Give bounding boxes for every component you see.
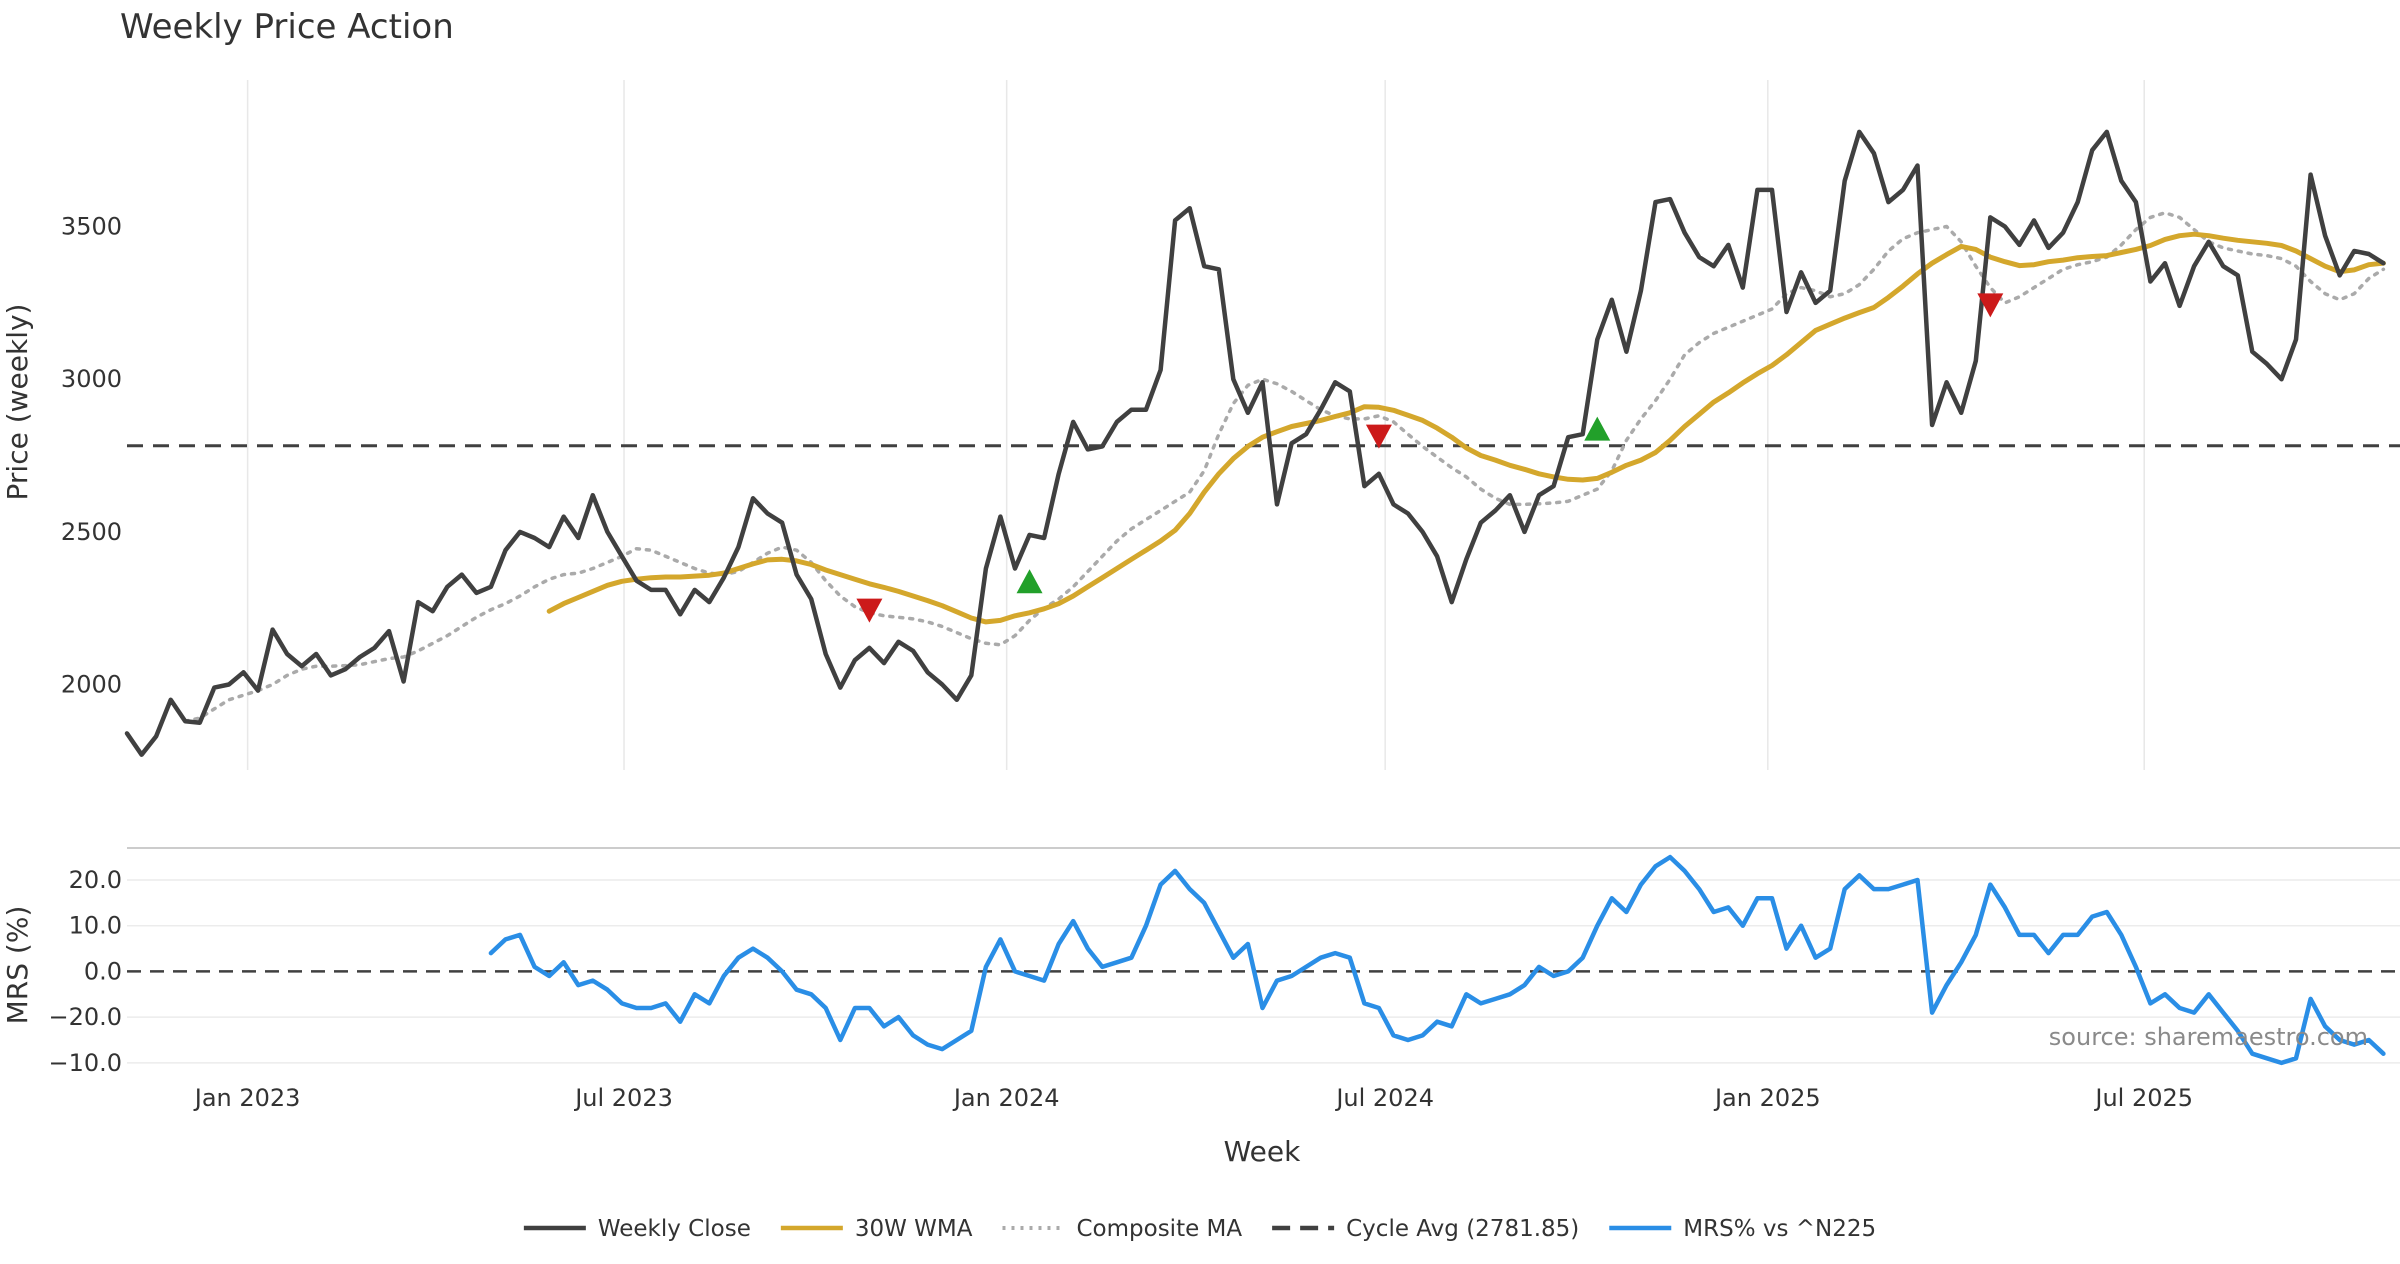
mrs-y-axis-label: MRS (%) xyxy=(1,906,34,1025)
buy-signal-marker-1 xyxy=(1016,569,1043,594)
legend-item-weekly-close: Weekly Close xyxy=(523,1216,751,1242)
legend-item-30w-wma: 30W WMA xyxy=(780,1216,973,1242)
price-y-tick-3500: 3500 xyxy=(61,213,122,241)
x-tick-jul-2023: Jul 2023 xyxy=(573,1084,673,1112)
series-mrs-vs-n225-line xyxy=(488,854,2386,1066)
x-tick-jul-2025: Jul 2025 xyxy=(2093,1084,2193,1112)
legend-label-composite-ma: Composite MA xyxy=(1076,1216,1242,1242)
price-y-tick-2500: 2500 xyxy=(61,518,122,546)
x-tick-jan-2024: Jan 2024 xyxy=(952,1084,1060,1112)
x-tick-jan-2025: Jan 2025 xyxy=(1713,1084,1821,1112)
source-note: source: sharemaestro.com xyxy=(2049,1023,2368,1051)
legend-label-cycle-avg-2781-85: Cycle Avg (2781.85) xyxy=(1346,1216,1579,1242)
legend-item-cycle-avg-2781-85: Cycle Avg (2781.85) xyxy=(1272,1216,1579,1242)
buy-signal-marker-2 xyxy=(1584,416,1611,441)
chart-title: Weekly Price Action xyxy=(120,7,454,47)
x-tick-jul-2024: Jul 2024 xyxy=(1334,1084,1434,1112)
sell-signal-marker-5 xyxy=(1977,293,2004,318)
x-tick-jan-2023: Jan 2023 xyxy=(193,1084,301,1112)
sell-signal-marker-4 xyxy=(1365,424,1392,449)
mrs-y-tick-20: 20.0 xyxy=(69,866,122,894)
mrs-y-tick-10: −20.0 xyxy=(48,1003,122,1031)
mrs-y-tick-10: 10.0 xyxy=(69,912,122,940)
legend-item-composite-ma: Composite MA xyxy=(1002,1216,1242,1242)
x-axis-label: Week xyxy=(1224,1135,1301,1168)
legend-item-mrs-vs-n225: MRS% vs ^N225 xyxy=(1609,1216,1876,1242)
series-30w-wma-line xyxy=(546,231,2386,625)
legend-label-mrs-vs-n225: MRS% vs ^N225 xyxy=(1683,1216,1876,1242)
legend-label-30w-wma: 30W WMA xyxy=(855,1216,973,1242)
sell-signal-marker-3 xyxy=(856,598,883,623)
price-y-axis-label: Price (weekly) xyxy=(1,304,34,501)
legend-label-weekly-close: Weekly Close xyxy=(598,1216,751,1242)
series-weekly-close-line xyxy=(124,129,2386,757)
mrs-y-tick-0: 0.0 xyxy=(84,957,122,985)
price-y-tick-2000: 2000 xyxy=(61,671,122,699)
series-composite-ma-line xyxy=(183,211,2386,723)
price-y-tick-3000: 3000 xyxy=(61,365,122,393)
mrs-y-tick-20: −10.0 xyxy=(48,1049,122,1077)
